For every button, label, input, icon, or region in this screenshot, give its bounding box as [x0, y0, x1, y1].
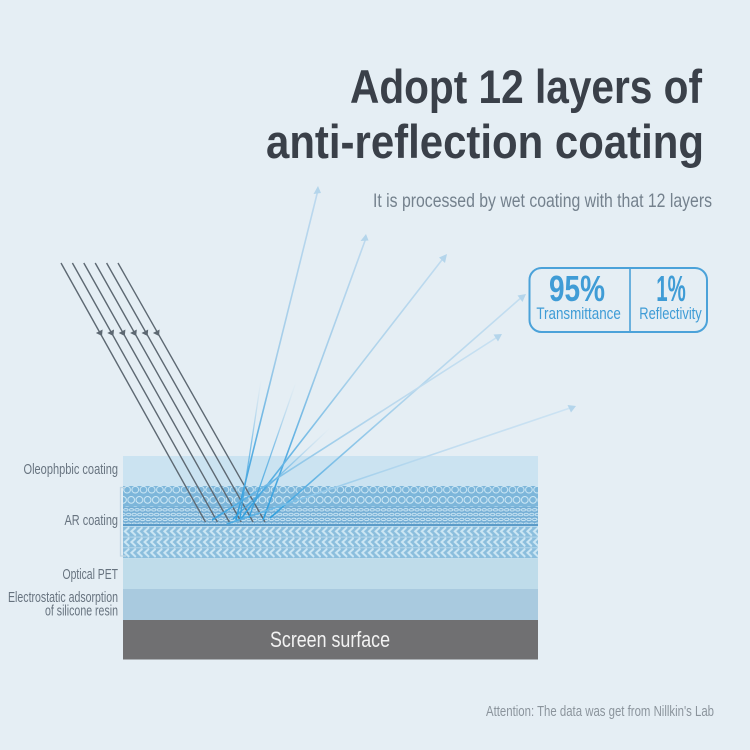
- svg-text:Screen surface: Screen surface: [270, 627, 390, 652]
- svg-text:anti-reflection coating: anti-reflection coating: [266, 116, 704, 169]
- svg-text:of silicone resin: of silicone resin: [45, 603, 118, 620]
- svg-text:Optical PET: Optical PET: [63, 566, 119, 583]
- svg-text:Attention: The data was get fr: Attention: The data was get from Nillkin…: [486, 704, 714, 720]
- svg-text:Adopt 12 layers of: Adopt 12 layers of: [350, 61, 702, 114]
- svg-text:Transmittance: Transmittance: [536, 305, 621, 323]
- svg-text:Reflectivity: Reflectivity: [639, 305, 702, 323]
- svg-text:95%: 95%: [549, 268, 605, 309]
- svg-text:Oleophpbic coating: Oleophpbic coating: [24, 461, 119, 478]
- svg-text:It is processed by wet coating: It is processed by wet coating with that…: [373, 190, 712, 212]
- svg-text:AR coating: AR coating: [65, 512, 119, 529]
- svg-text:Electrostatic adsorption: Electrostatic adsorption: [8, 589, 118, 606]
- svg-text:1%: 1%: [656, 268, 686, 309]
